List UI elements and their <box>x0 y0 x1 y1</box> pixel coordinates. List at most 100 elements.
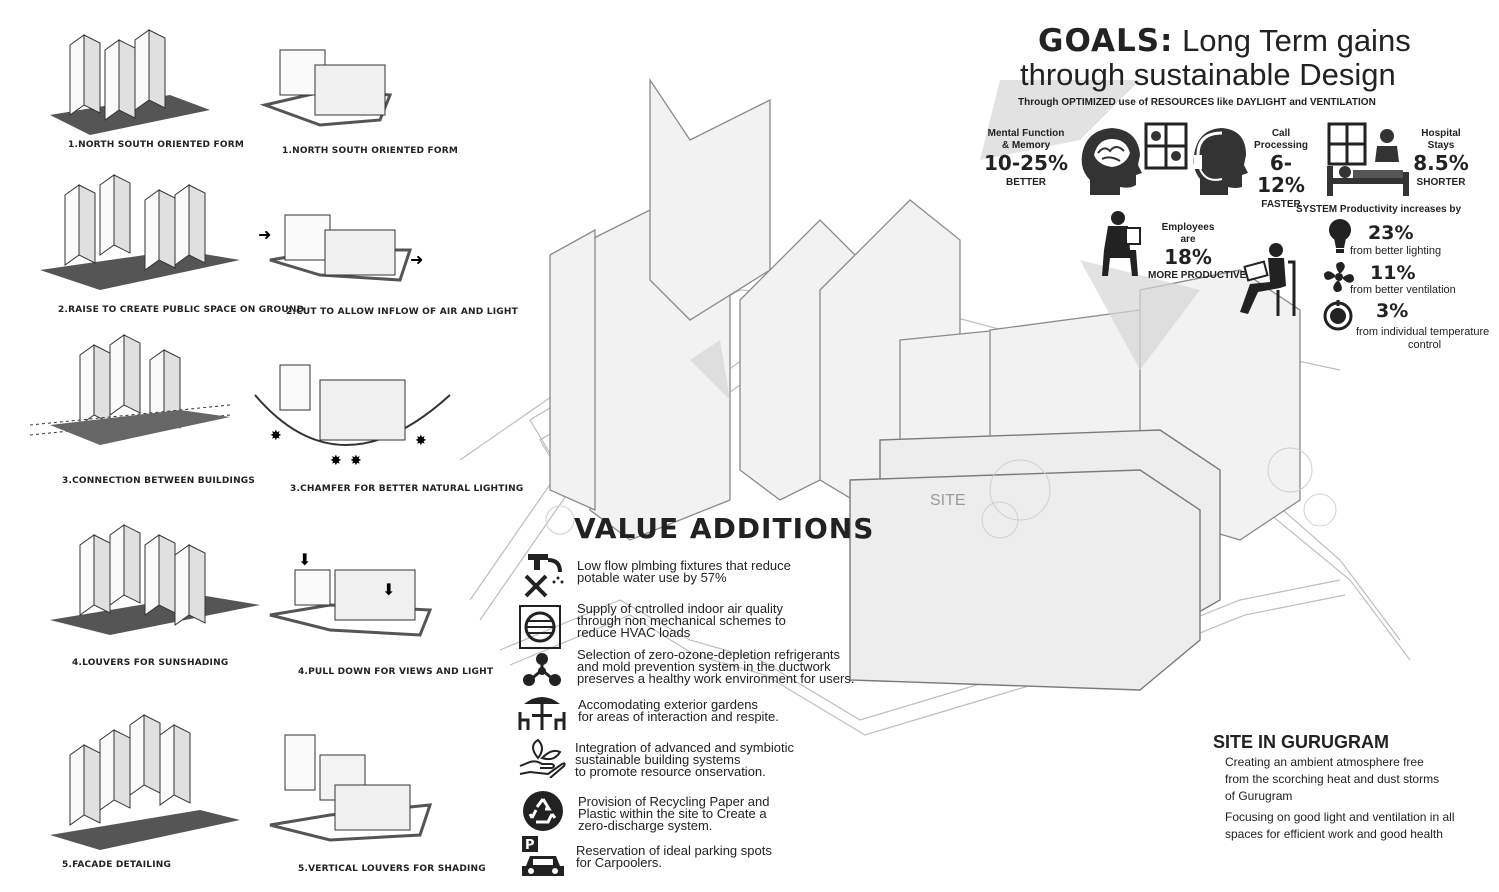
window-icon <box>1144 122 1188 170</box>
stat-employees: Employees are 18% MORE PRODUCTIVE <box>1148 222 1247 282</box>
stat-label: & Memory <box>1001 140 1051 151</box>
stat-hospital-stays: Hospital Stays 8.5% SHORTER <box>1412 128 1470 189</box>
site-text-line: of Gurugram <box>1225 789 1293 803</box>
value-item-line: Supply of cntrolled indoor air quality <box>577 601 783 616</box>
site-text-line: spaces for efficient work and good healt… <box>1225 827 1443 841</box>
reading-person-icon <box>1102 211 1141 276</box>
brain-icon <box>1081 128 1142 195</box>
productivity-value: 3% <box>1376 300 1409 322</box>
plumbing-icon <box>524 554 564 598</box>
hospital-bed-icon <box>1327 122 1409 196</box>
goals-line1: Long Term gains <box>1182 23 1411 58</box>
svg-text:✸: ✸ <box>350 453 362 469</box>
stat-label: are <box>1180 234 1196 245</box>
sketch-caption: 3.CONNECTION BETWEEN BUILDINGS <box>62 476 256 486</box>
bulb-icon <box>1329 219 1351 253</box>
site-massing-drawing <box>459 77 1411 736</box>
productivity-text: from individual temperature <box>1356 326 1490 338</box>
value-item-line: Selection of zero-ozone-depletion refrig… <box>577 647 841 662</box>
value-item-line: through non mechanical schemes to <box>577 613 786 628</box>
value-item: Integration of advanced and symbiotic su… <box>575 740 794 779</box>
stat-label: Employees <box>1161 222 1215 233</box>
sketch-caption: 3.CHAMFER FOR BETTER NATURAL LIGHTING <box>290 484 524 494</box>
value-item-line: preserves a healthy work environment for… <box>577 671 855 686</box>
value-item: Provision of Recycling Paper and Plastic… <box>578 794 770 833</box>
svg-text:P: P <box>525 838 535 853</box>
svg-text:✸: ✸ <box>330 453 342 469</box>
recycle-icon <box>523 791 563 831</box>
stat-label: Stays <box>1427 140 1455 151</box>
call-center-icon <box>1193 128 1248 195</box>
svg-text:✸: ✸ <box>415 433 427 449</box>
goals-subtitle: Through OPTIMIZED use of RESOURCES like … <box>1018 97 1376 108</box>
value-item-line: Accomodating exterior gardens <box>578 697 758 712</box>
svg-text:⬇: ⬇ <box>382 580 395 599</box>
value-item-line: Integration of advanced and symbiotic <box>575 740 794 755</box>
sketch-caption: 4.PULL DOWN FOR VIEWS AND LIGHT <box>298 667 494 677</box>
value-item-line: Plastic within the site to Create a <box>578 806 767 821</box>
stat-value: 10-25% <box>983 151 1068 175</box>
sketch-caption: 5.VERTICAL LOUVERS FOR SHADING <box>298 864 486 874</box>
stat-label: Call <box>1271 128 1291 139</box>
site-text-line: from the scorching heat and dust storms <box>1225 772 1440 786</box>
svg-text:➜: ➜ <box>258 225 271 244</box>
productivity-text: from better ventilation <box>1350 284 1456 296</box>
value-item-line: to promote resource onservation. <box>575 764 766 779</box>
value-item: Low flow plmbing fixtures that reduce po… <box>577 558 791 585</box>
stat-unit: FASTER <box>1261 199 1301 210</box>
site-description: Creating an ambient atmosphere free from… <box>1225 754 1455 843</box>
value-additions-title: VALUE ADDITIONS <box>574 512 875 545</box>
value-item: Supply of cntrolled indoor air quality t… <box>577 601 786 640</box>
design-process-sketches: ➜ ➜ ✸ ✸ ✸ ✸ ⬇ ⬇ <box>30 29 451 850</box>
productivity-heading: SYSTEM Productivity increases by <box>1296 204 1462 215</box>
value-item: Accomodating exterior gardens for areas … <box>578 697 779 724</box>
stat-unit: BETTER <box>1006 177 1046 188</box>
sketch-caption: 2.RAISE TO CREATE PUBLIC SPACE ON GROUND <box>58 305 305 315</box>
productivity-text: from better lighting <box>1350 245 1442 257</box>
stat-value: 6-12% <box>1257 151 1305 197</box>
value-item-line: Reservation of ideal parking spots <box>576 843 772 858</box>
productivity-value: 23% <box>1368 222 1414 244</box>
value-item-line: zero-discharge system. <box>578 818 713 833</box>
site-section-title: SITE IN GURUGRAM <box>1213 732 1390 752</box>
svg-text:⬇: ⬇ <box>298 550 311 569</box>
goals-prefix: GOALS: <box>1038 23 1174 59</box>
thermostat-icon <box>1323 300 1353 331</box>
value-item-line: reduce HVAC loads <box>577 625 691 640</box>
site-label: SITE <box>930 492 966 509</box>
stat-label: Mental Function <box>987 128 1065 139</box>
value-item-line: for areas of interaction and respite. <box>578 709 779 724</box>
stat-unit: SHORTER <box>1416 177 1466 188</box>
garden-table-icon <box>518 697 566 730</box>
stat-call-processing: Call Processing 6-12% FASTER <box>1250 128 1312 211</box>
stat-unit: MORE PRODUCTIVE <box>1148 270 1247 281</box>
value-item-line: and mold prevention system in the ductwo… <box>577 659 831 674</box>
value-item-line: Provision of Recycling Paper and <box>578 794 770 809</box>
molecule-icon <box>523 653 561 686</box>
stat-label: Hospital <box>1421 128 1461 139</box>
sketch-caption: 2.CUT TO ALLOW INFLOW OF AIR AND LIGHT <box>286 307 518 317</box>
goals-line2: through sustainable Design <box>1020 57 1396 92</box>
value-item: Reservation of ideal parking spots for C… <box>576 843 772 870</box>
value-item-line: Low flow plmbing fixtures that reduce <box>577 558 791 573</box>
sketch-caption: 1.NORTH SOUTH ORIENTED FORM <box>282 146 459 156</box>
productivity-value: 11% <box>1370 262 1416 284</box>
productivity-text-cont: control <box>1408 339 1442 351</box>
value-item-line: potable water use by 57% <box>577 570 727 585</box>
stat-mental-function: Mental Function & Memory 10-25% BETTER <box>978 128 1074 189</box>
stat-value: 18% <box>1164 245 1212 269</box>
sketch-caption: 5.FACADE DETAILING <box>62 860 172 870</box>
value-item-line: sustainable building systems <box>575 752 741 767</box>
value-item-line: for Carpoolers. <box>576 855 662 870</box>
sketch-caption: 1.NORTH SOUTH ORIENTED FORM <box>68 140 245 150</box>
site-text-line: Focusing on good light and ventilation i… <box>1225 810 1455 824</box>
goals-heading: GOALS: Long Term gains <box>1038 23 1411 59</box>
svg-text:➜: ➜ <box>410 250 423 269</box>
site-text-line: Creating an ambient atmosphere free <box>1225 755 1424 769</box>
stat-value: 8.5% <box>1413 151 1469 175</box>
seated-person-icon <box>1240 243 1296 316</box>
air-vent-icon <box>519 605 561 649</box>
svg-text:✸: ✸ <box>270 428 282 444</box>
fan-icon <box>1324 262 1354 292</box>
parking-car-icon: P <box>522 836 564 876</box>
